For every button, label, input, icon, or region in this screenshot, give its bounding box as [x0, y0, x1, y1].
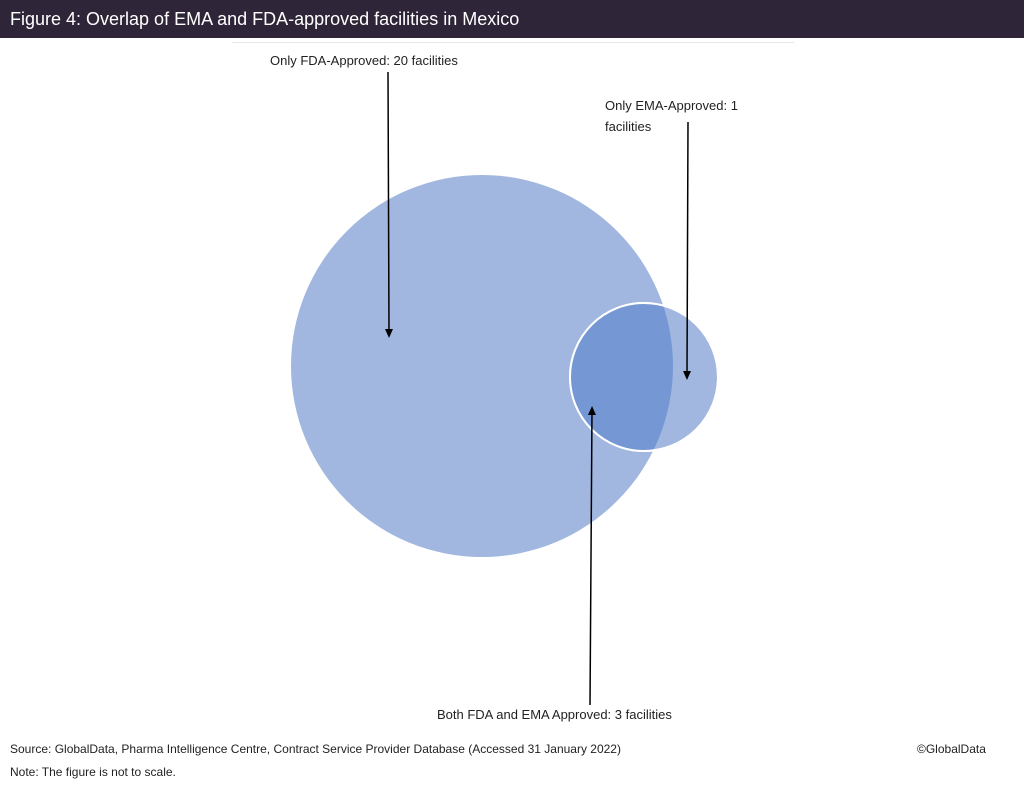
overlap-region	[570, 303, 673, 451]
arrow-only-ema	[683, 121, 692, 380]
label-only-fda: Only FDA-Approved: 20 facilities	[270, 53, 458, 68]
source-note: Source: GlobalData, Pharma Intelligence …	[10, 742, 621, 756]
copyright: ©GlobalData	[917, 742, 986, 756]
label-only-ema: Only EMA-Approved: 1 facilities	[605, 98, 738, 134]
arrow-only-fda	[384, 71, 393, 338]
arrow-both	[587, 406, 596, 706]
scale-note: Note: The figure is not to scale.	[10, 765, 176, 779]
figure-title: Figure 4: Overlap of EMA and FDA-approve…	[0, 0, 1024, 38]
fda-circle	[291, 175, 673, 557]
divider-line	[232, 42, 794, 43]
label-both: Both FDA and EMA Approved: 3 facilities	[437, 707, 672, 722]
ema-circle-outline	[569, 302, 719, 452]
